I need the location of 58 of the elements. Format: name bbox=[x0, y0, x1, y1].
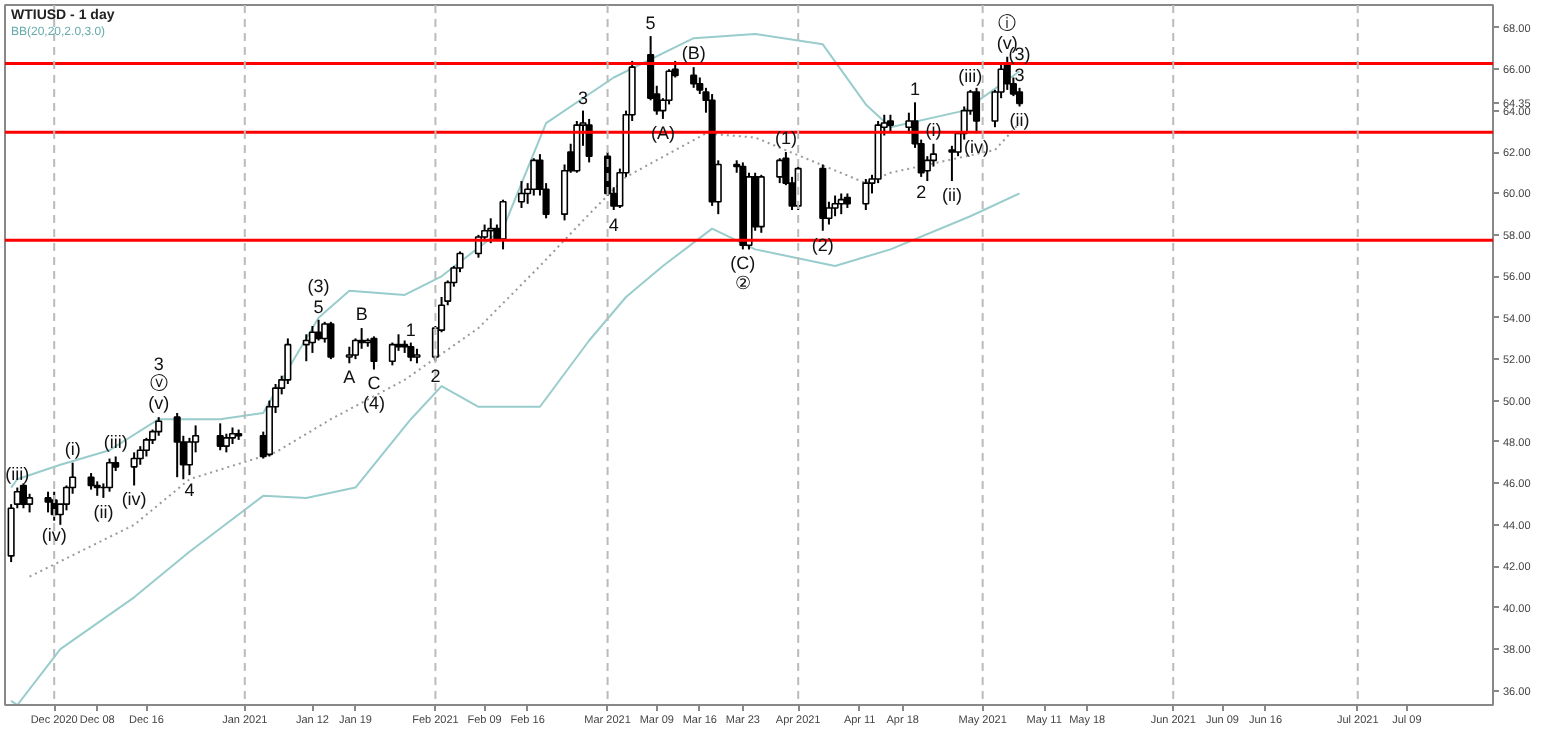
candlestick bbox=[831, 194, 839, 218]
annotation: ⓘ bbox=[998, 12, 1017, 33]
annotation: 3 bbox=[1014, 64, 1025, 85]
annotation: (ii) bbox=[93, 501, 114, 522]
annotation: (B) bbox=[681, 43, 706, 64]
annotation: (3) bbox=[307, 275, 330, 296]
annotation: 3 bbox=[153, 354, 164, 375]
candlestick bbox=[155, 416, 163, 437]
candlestick bbox=[517, 180, 526, 209]
annotation: (iv) bbox=[41, 524, 67, 545]
candlestick bbox=[388, 341, 396, 367]
annotation: (ii) bbox=[1009, 110, 1030, 131]
candlestick bbox=[837, 192, 845, 216]
annotation: A bbox=[343, 367, 356, 388]
annotation: ② bbox=[734, 273, 751, 294]
annotation: 3 bbox=[577, 87, 589, 108]
candlestick bbox=[216, 422, 224, 452]
annotation: 1 bbox=[405, 319, 416, 340]
candlestick bbox=[315, 318, 323, 342]
candlestick bbox=[308, 325, 316, 354]
annotation: (iii) bbox=[5, 463, 30, 484]
candlestick bbox=[370, 335, 378, 371]
candlestick bbox=[972, 86, 981, 135]
annotation: (4) bbox=[362, 393, 385, 414]
candlestick bbox=[105, 457, 114, 493]
annotation: (iii) bbox=[958, 65, 983, 86]
candlestick bbox=[142, 436, 150, 458]
candlestick bbox=[130, 451, 138, 487]
annotation: (iii) bbox=[103, 432, 128, 453]
candlestick bbox=[1003, 55, 1011, 91]
candlestick bbox=[690, 66, 698, 89]
annotation: B bbox=[355, 304, 368, 325]
candlestick bbox=[173, 411, 181, 479]
annotation: C bbox=[367, 373, 382, 394]
candlestick bbox=[585, 117, 593, 164]
candlestick bbox=[499, 198, 507, 251]
annotation: 1 bbox=[910, 79, 921, 100]
annotation: 2 bbox=[430, 366, 441, 387]
candlestick bbox=[44, 490, 52, 514]
annotation: (1) bbox=[774, 128, 797, 149]
annotation: 5 bbox=[313, 296, 324, 317]
candlestick bbox=[487, 217, 495, 245]
annotation: 5 bbox=[645, 13, 656, 34]
annotation: (C) bbox=[730, 253, 756, 274]
annotation: ⓥ bbox=[149, 373, 168, 394]
annotation: (iv) bbox=[121, 489, 147, 510]
candlestick bbox=[407, 341, 415, 363]
annotation: 2 bbox=[916, 181, 927, 202]
annotation: (ii) bbox=[941, 185, 962, 206]
annotation: 4 bbox=[608, 215, 619, 236]
annotation: 4 bbox=[184, 480, 195, 501]
annotation: (v) bbox=[148, 393, 170, 414]
candlestick bbox=[26, 492, 34, 514]
candlestick bbox=[327, 320, 335, 361]
annotation: (i) bbox=[64, 438, 81, 459]
candlestick bbox=[19, 482, 28, 510]
annotation: (iv) bbox=[964, 137, 990, 158]
candlestick bbox=[862, 177, 870, 212]
